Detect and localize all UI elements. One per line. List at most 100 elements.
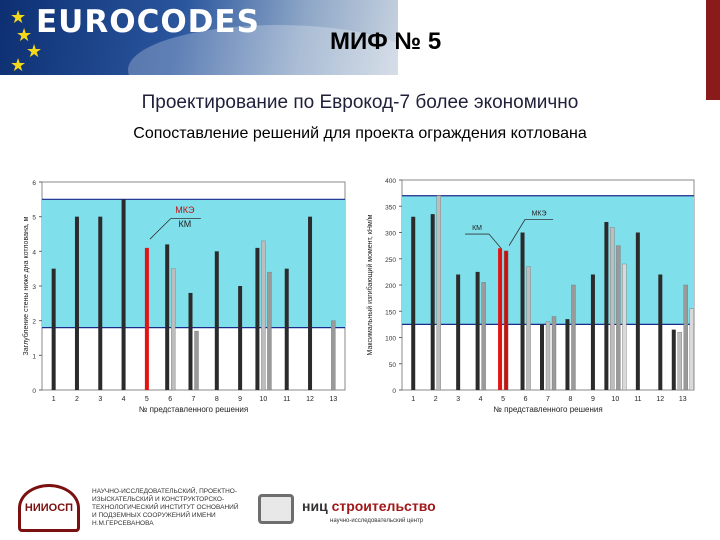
annotation-km: КМ (472, 225, 482, 232)
nic-brand: ниц строительство (302, 498, 436, 514)
bar-series-3-cat-10 (267, 271, 272, 391)
bar-series-4-cat-13 (689, 308, 694, 391)
bar-series-1-cat-7 (188, 292, 193, 390)
x-tick-label: 1 (52, 396, 56, 403)
bar-series-1-cat-5 (498, 248, 503, 390)
x-tick-label: 7 (192, 396, 196, 403)
x-tick-label: 12 (306, 396, 314, 403)
bar-series-1-cat-2 (74, 216, 79, 390)
bar-series-2-cat-10 (610, 227, 615, 391)
y-tick-label: 2 (32, 319, 36, 326)
bar-series-1-cat-11 (284, 268, 289, 390)
x-tick-label: 2 (75, 396, 79, 403)
y-axis-label: Максимальный изгибающий момент, кНм/м (366, 214, 374, 355)
x-tick-label: 13 (679, 396, 687, 403)
bar-series-2-cat-6 (526, 266, 531, 391)
x-tick-label: 4 (479, 396, 483, 403)
annotation-mke: МКЭ (175, 205, 195, 215)
bar-series-1-cat-3 (98, 216, 103, 390)
x-tick-label: 10 (260, 396, 268, 403)
bar-series-1-cat-1 (411, 216, 416, 390)
brand-main: строительство (331, 498, 436, 514)
range-band (402, 195, 694, 325)
x-tick-label: 2 (434, 396, 438, 403)
annotation-mke-pointer (508, 219, 526, 246)
eu-star-icon: ★ (10, 55, 27, 75)
bar-series-3-cat-13 (683, 284, 688, 391)
bar-series-3-cat-4 (481, 282, 486, 391)
bar-series-1-cat-11 (635, 232, 640, 390)
x-tick-label: 7 (546, 396, 550, 403)
bar-series-3-cat-8 (571, 284, 576, 391)
x-tick-label: 4 (122, 396, 126, 403)
bar-series-1-cat-5 (144, 247, 149, 390)
x-tick-label: 5 (145, 396, 149, 403)
y-tick-label: 0 (32, 388, 36, 395)
y-tick-label: 4 (32, 249, 36, 256)
bar-series-1-cat-13 (671, 329, 676, 390)
institute-name: НАУЧНО-ИССЛЕДОВАТЕЛЬСКИЙ, ПРОЕКТНО-ИЗЫСК… (92, 488, 239, 527)
niiosp-logo-text: НИИОСП (24, 502, 74, 514)
bar-series-1-cat-8 (214, 251, 219, 390)
slide-title: МИФ № 5 (330, 28, 442, 55)
x-axis-label: № представленного решения (139, 405, 248, 414)
x-tick-label: 11 (634, 396, 641, 403)
brand-prefix: ниц (302, 498, 328, 514)
annotation-km: КМ (179, 219, 192, 229)
annotation-pointer (149, 218, 172, 240)
annotation-km-pointer (488, 233, 502, 249)
bar-series-3-cat-7 (551, 316, 557, 391)
brand-subtitle: научно-исследовательский центр (330, 518, 424, 524)
bar-series-1-cat-2 (430, 214, 435, 390)
y-axis-label: Заглубление стены ниже дна котлована, м (22, 216, 30, 355)
x-tick-label: 3 (456, 396, 460, 403)
x-tick-label: 3 (98, 396, 102, 403)
bar-series-1-cat-12 (308, 216, 313, 390)
range-band (42, 199, 345, 328)
bar-series-2-cat-7 (545, 321, 551, 391)
annotation-mke: МКЭ (532, 211, 547, 218)
chart-caption: Сопоставление решений для проекта огражд… (133, 125, 587, 142)
y-tick-label: 0 (392, 388, 396, 395)
y-tick-label: 350 (385, 204, 396, 211)
eu-star-icon: ★ (10, 7, 27, 27)
x-tick-label: 6 (524, 396, 528, 403)
y-tick-label: 1 (32, 353, 36, 360)
bar-series-1-cat-12 (658, 274, 663, 390)
bar-series-1-cat-9 (590, 274, 595, 390)
eurocodes-banner: ★ ★ ★ ★ EUROCODES (0, 0, 398, 75)
bar-series-2-cat-6 (170, 268, 176, 391)
bar-series-1-cat-6 (520, 232, 525, 390)
bar-series-3-cat-7 (194, 330, 199, 391)
bar-series-1-cat-1 (51, 268, 56, 390)
y-tick-label: 200 (385, 283, 396, 290)
eu-star-icon: ★ (16, 25, 33, 45)
eu-star-icon: ★ (26, 41, 43, 61)
bar-series-1-cat-6 (165, 244, 170, 390)
y-tick-label: 400 (385, 178, 396, 185)
bar-series-1-cat-9 (238, 286, 243, 390)
bar-series-1-cat-3 (456, 274, 461, 390)
y-tick-label: 3 (32, 284, 36, 291)
accent-bar (706, 0, 720, 100)
bar-series-1-cat-10 (255, 247, 260, 390)
bar-series-1-cat-4 (475, 271, 480, 390)
x-tick-label: 9 (591, 396, 595, 403)
x-tick-label: 6 (168, 396, 172, 403)
y-tick-label: 150 (385, 309, 396, 316)
y-tick-label: 5 (32, 215, 36, 222)
building-icon (258, 494, 294, 524)
bar-series-1-cat-8 (565, 319, 570, 390)
bar-series-2-cat-10 (261, 240, 266, 391)
x-tick-label: 12 (656, 396, 664, 403)
x-tick-label: 8 (215, 396, 219, 403)
eurocodes-logo-text: EUROCODES (36, 4, 260, 40)
bar-series-1-cat-10 (604, 222, 609, 390)
bar-series-2-cat-2 (436, 195, 441, 391)
bar-series-1-cat-4 (121, 199, 126, 390)
bar-series-2-cat-5 (503, 250, 509, 391)
y-tick-label: 100 (385, 336, 396, 343)
bar-series-1-cat-7 (540, 324, 544, 390)
x-tick-label: 13 (329, 396, 337, 403)
